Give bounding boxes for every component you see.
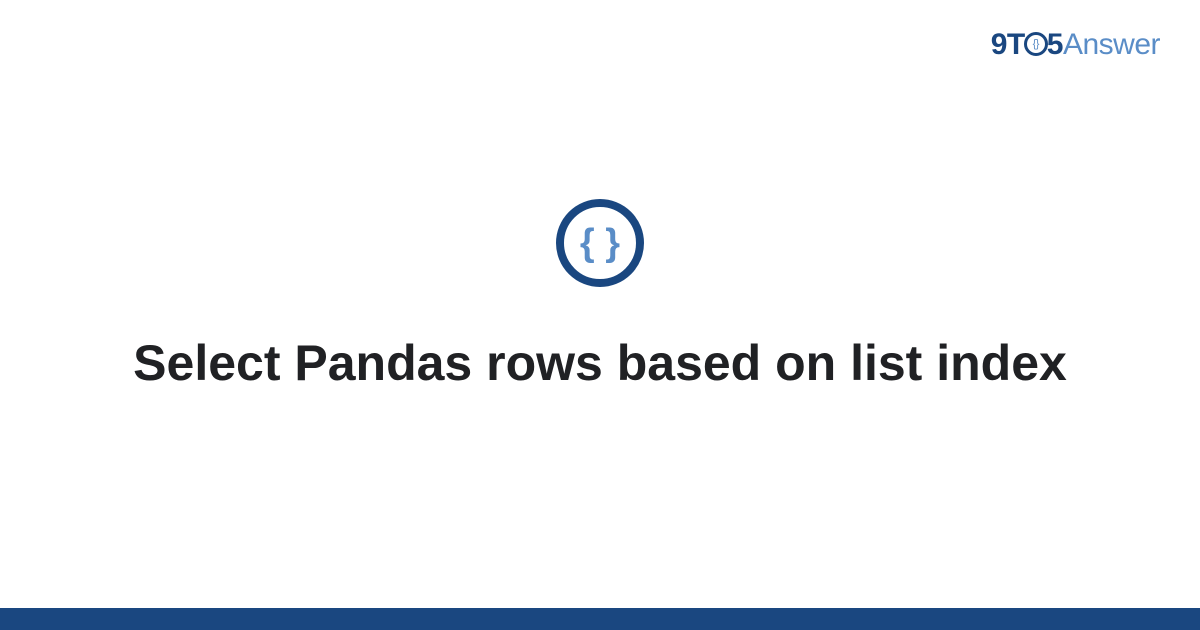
logo-text-9t: 9T — [991, 28, 1025, 61]
page-title: Select Pandas rows based on list index — [133, 333, 1067, 393]
logo-text-answer: Answer — [1063, 28, 1160, 61]
logo-o-inner-braces: {} — [1033, 38, 1039, 50]
code-braces-icon: { } — [555, 198, 645, 293]
bottom-accent-bar — [0, 608, 1200, 630]
logo-o-ring: {} — [1024, 32, 1048, 56]
logo-text-5: 5 — [1047, 28, 1063, 61]
main-content: { } Select Pandas rows based on list ind… — [0, 0, 1200, 630]
svg-text:{ }: { } — [580, 222, 620, 264]
site-logo: 9T {} 5Answer — [991, 28, 1160, 62]
